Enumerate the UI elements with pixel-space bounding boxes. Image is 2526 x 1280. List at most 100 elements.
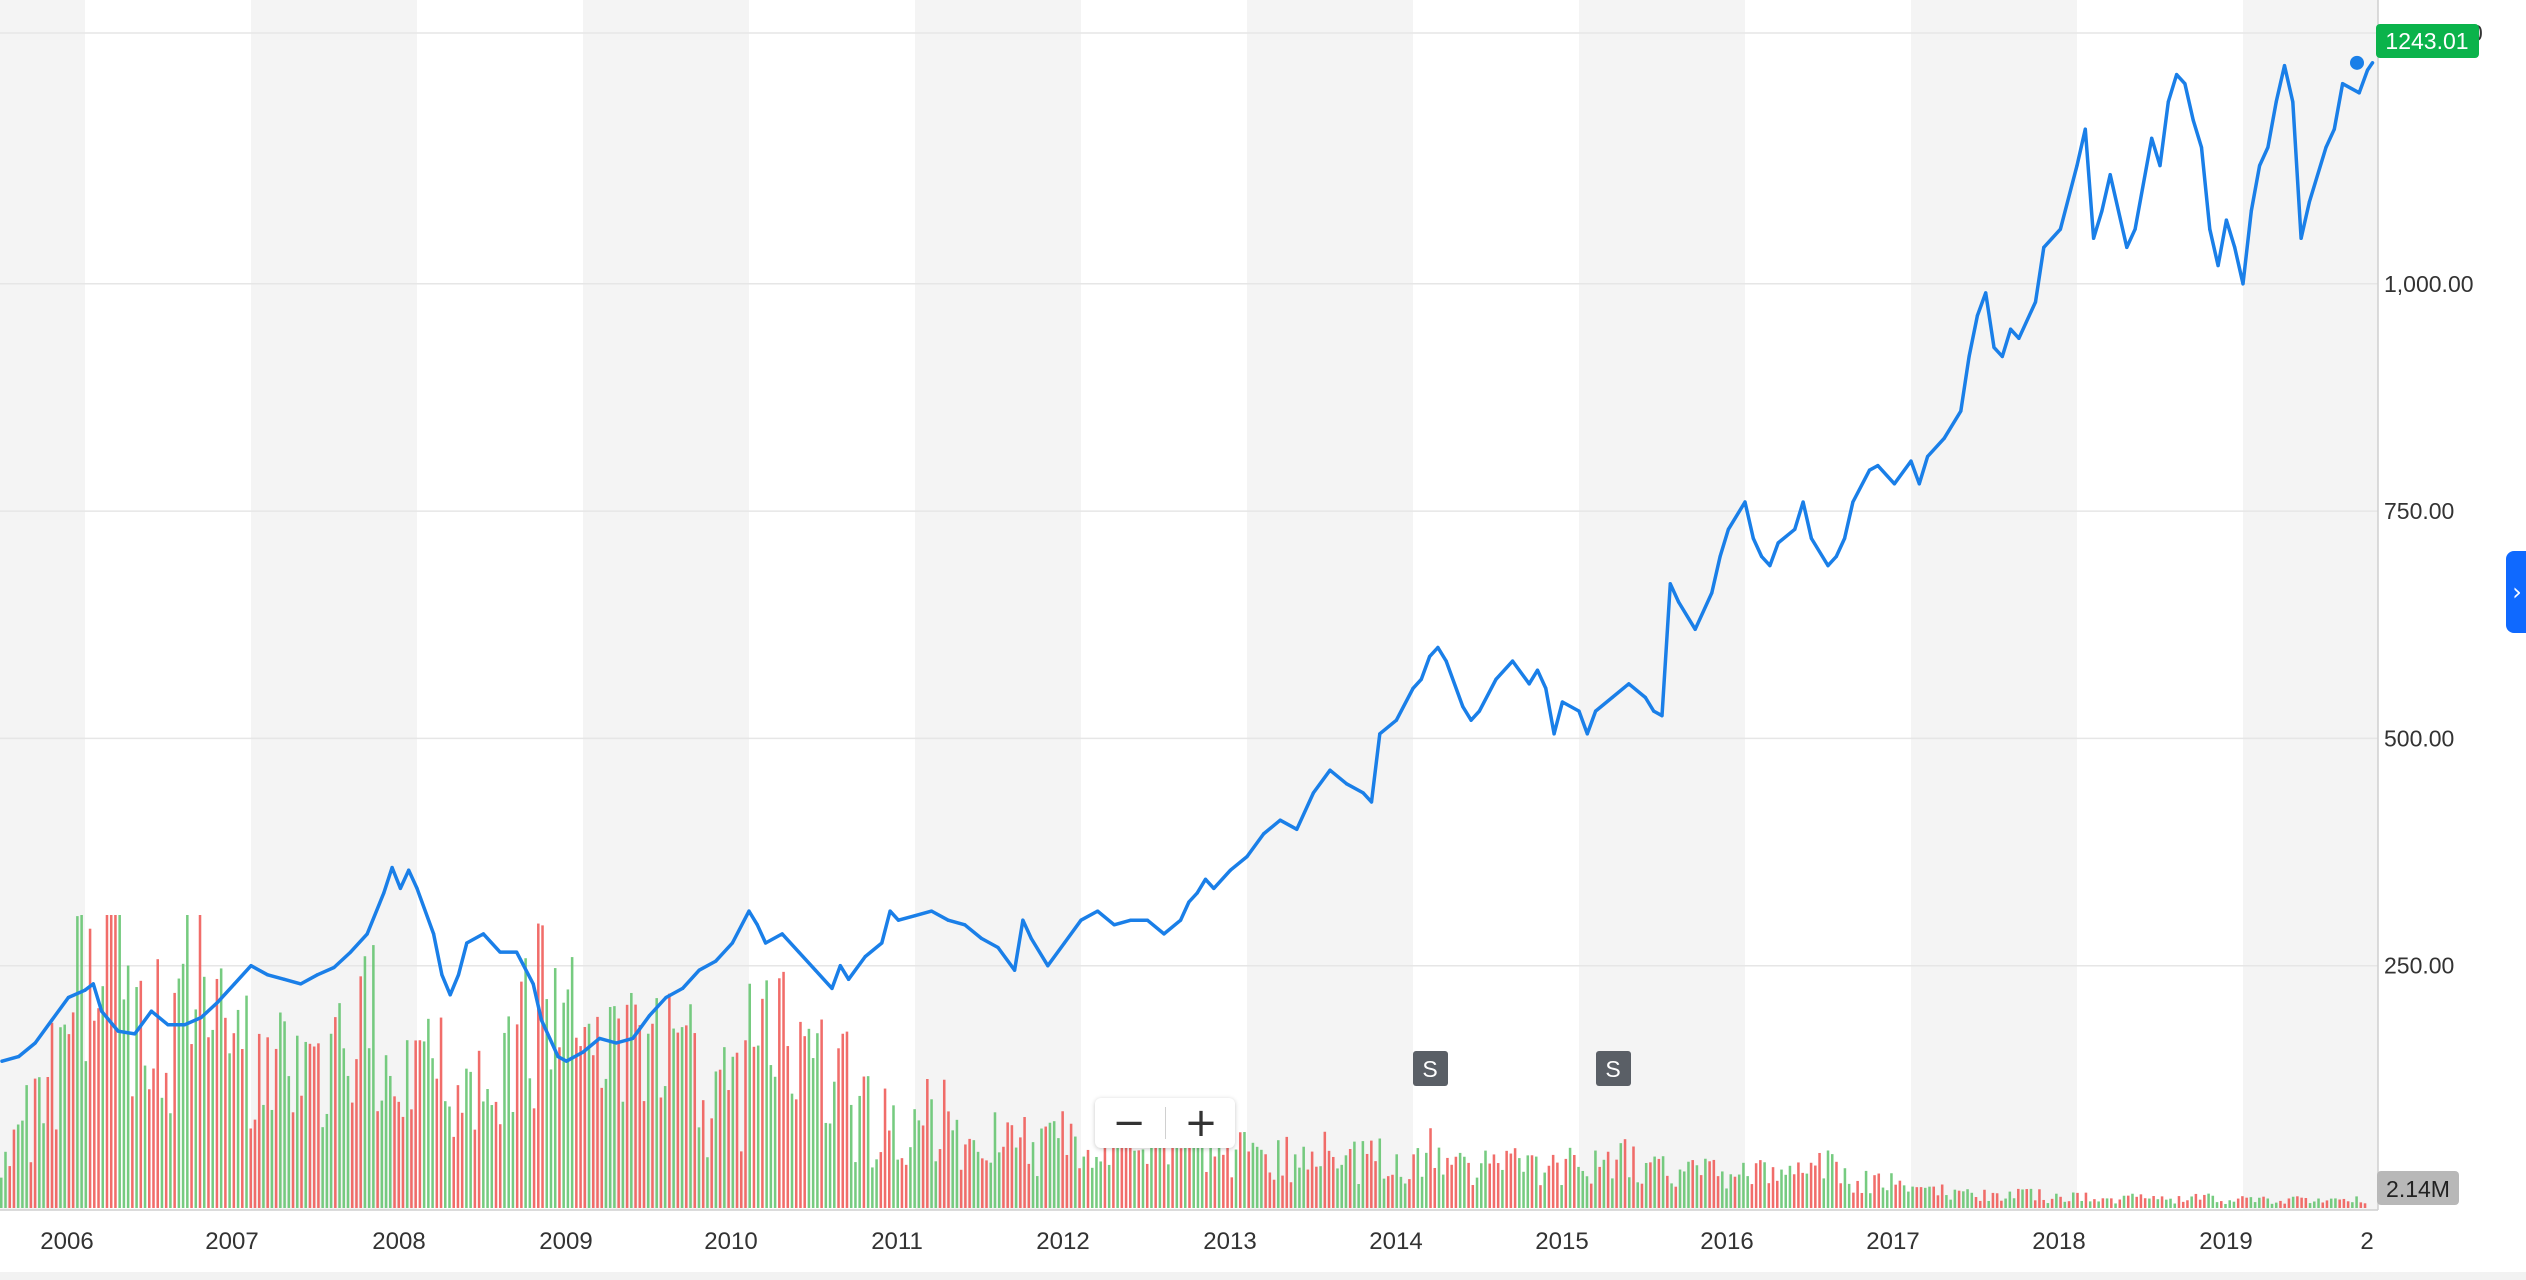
volume-bar [596,1016,599,1208]
volume-bar [1251,1142,1255,1208]
volume-bar [1839,1183,1842,1208]
volume-bar [2152,1196,2155,1208]
volume-bar [317,1043,320,1208]
volume-bar [655,998,658,1208]
price-point [1245,854,1249,859]
price-point [1577,709,1581,713]
volume-bar [1518,1158,1521,1208]
volume-bar [131,1096,134,1208]
volume-bar [1890,1173,1893,1208]
volume-bar [414,1040,417,1208]
volume-bar [291,1112,295,1208]
side-panel-toggle[interactable]: › [2506,551,2526,633]
volume-bar [1264,1154,1267,1208]
price-point [1187,900,1191,904]
price-point [1801,500,1805,504]
volume-bar [469,1071,472,1208]
volume-bar [1877,1173,1881,1208]
volume-bar [1712,1159,1716,1208]
volume-bar [761,998,764,1208]
price-point [1693,627,1697,631]
volume-bar [2135,1196,2138,1208]
zoom-in-button[interactable]: + [1167,1098,1235,1148]
volume-bar [1978,1200,1982,1208]
price-point [1718,554,1722,559]
volume-bar [778,978,781,1208]
volume-bar [1754,1163,1758,1208]
price-point [456,973,461,977]
volume-bar [845,1031,849,1208]
volume-bar [1670,1183,1673,1208]
volume-bar [997,1152,1001,1208]
volume-bar [1124,1140,1128,1208]
volume-bar [498,1124,502,1208]
volume-bar [236,1009,240,1208]
price-point [116,1029,120,1033]
price-point [1743,500,1747,504]
price-point [1876,464,1880,468]
volume-bar [1230,1177,1234,1208]
price-point [1826,564,1830,568]
volume-bar [2143,1198,2147,1208]
volume-bar [4,1151,7,1208]
price-point [1361,791,1365,795]
volume-bar [871,1167,874,1208]
volume-bar [752,1046,756,1208]
volume-bar [1395,1154,1398,1208]
volume-bar [38,1077,41,1208]
price-point [2042,245,2046,249]
volume-bar [25,1085,28,1208]
volume-bar [1809,1162,1813,1208]
year-stripe [915,0,1081,1210]
volume-bar [1226,1140,1229,1208]
volume-bar [553,968,557,1208]
volume-bar [2253,1202,2257,1208]
volume-bar [1260,1149,1263,1208]
volume-bar [2017,1188,2020,1208]
volume-bar [794,1099,798,1208]
volume-bar [926,1078,929,1208]
volume-bar [1408,1179,1411,1208]
volume-bar [135,987,138,1208]
volume-bar [2033,1200,2037,1208]
price-point [91,982,95,986]
volume-bar [1649,1162,1652,1208]
zoom-out-button[interactable]: − [1095,1098,1163,1148]
volume-bar [748,983,751,1208]
volume-bar [444,1101,447,1208]
price-point [166,1023,170,1027]
volume-bar [312,1046,316,1208]
price-point [564,1059,569,1063]
volume-bar [951,1130,954,1208]
price-point [2299,236,2303,240]
volume-bar [786,1046,790,1208]
x-tick-label: 2018 [2032,1228,2085,1255]
volume-bar [1860,1192,1864,1208]
volume-bar [1488,1163,1491,1208]
volume-bar [2025,1189,2029,1208]
volume-bar [1843,1168,1847,1208]
price-point [747,909,751,913]
volume-bar [1983,1189,1986,1208]
price-point [1992,345,1996,350]
volume-bar [2122,1195,2126,1208]
price-point [1610,695,1614,700]
volume-bar [448,1106,451,1208]
volume-bar [1027,1163,1031,1208]
volume-bar [1196,1132,1200,1208]
volume-bar [1932,1186,1935,1208]
price-point [266,973,270,977]
volume-bar [300,1095,303,1208]
volume-bar [1458,1152,1462,1208]
volume-bar [1374,1161,1377,1208]
volume-bar [1090,1167,1094,1208]
x-tick-label: 2007 [205,1228,258,1255]
volume-bar [211,1029,214,1208]
price-point [2249,209,2253,213]
volume-bar [1116,1136,1119,1208]
volume-bar [2224,1203,2227,1208]
volume-bar [1074,1136,1077,1208]
price-point [2017,336,2021,340]
